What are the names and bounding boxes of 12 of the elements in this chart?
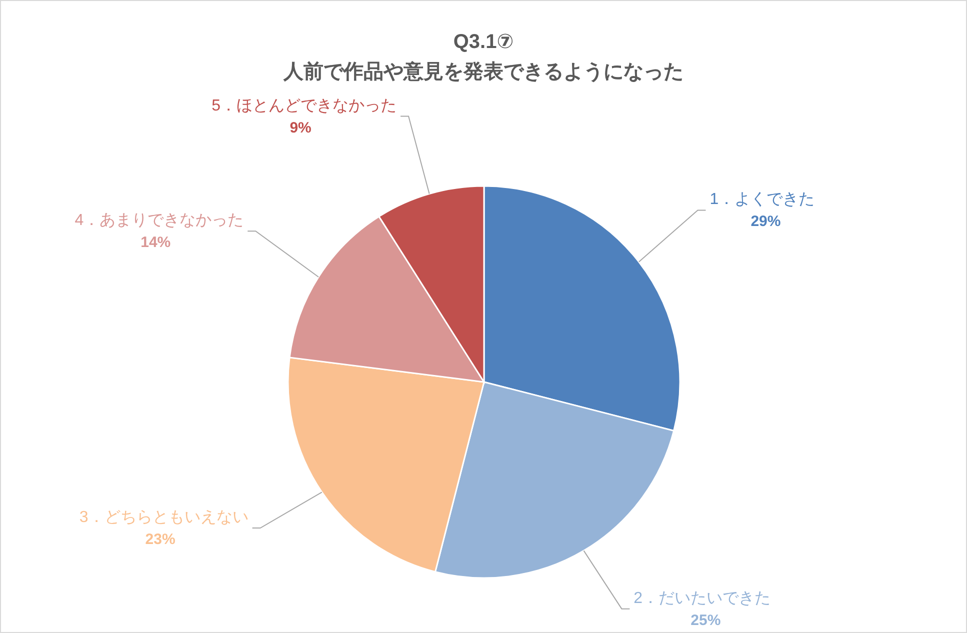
- data-label: 14%: [140, 234, 171, 252]
- slice-label: 4．あまりできなかった: [74, 212, 244, 230]
- slice-label: 5．ほとんどできなかった: [212, 97, 397, 114]
- slice-label: 3．どちらともいえない: [79, 509, 248, 526]
- chart-title: Q3.1⑦: [453, 31, 514, 53]
- data-label: 9%: [290, 119, 312, 136]
- data-label: 29%: [750, 213, 781, 230]
- slice-label: 1．よくできた: [710, 191, 815, 208]
- chart-subtitle: 人前で作品や意見を発表できるようになった: [282, 60, 684, 83]
- data-label: 25%: [690, 612, 721, 629]
- slice-label: 2．だいたいできた: [634, 590, 771, 607]
- data-label: 23%: [145, 531, 176, 548]
